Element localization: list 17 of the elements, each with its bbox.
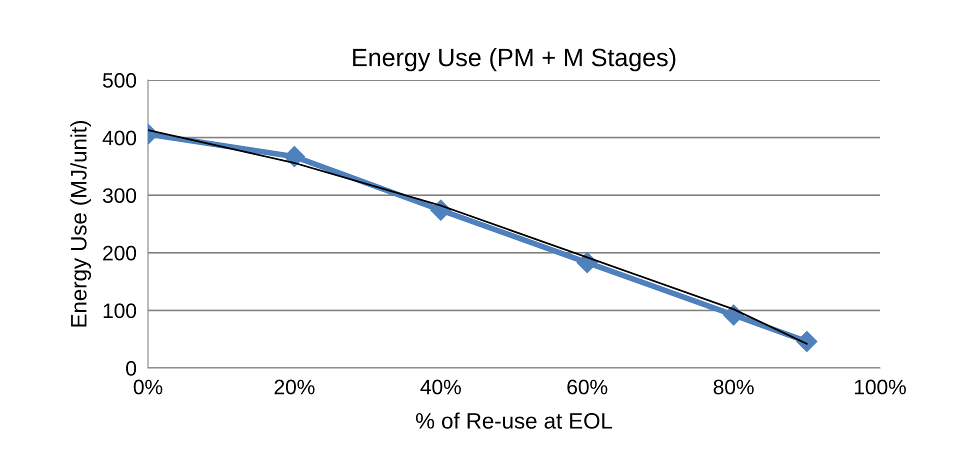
- x-tick-label: 100%: [854, 380, 906, 394]
- y-axis-title: Energy Use (MJ/unit): [70, 121, 92, 327]
- x-tick-label: 20%: [274, 380, 315, 394]
- y-tick-label: 200: [103, 246, 136, 261]
- x-tick-label: 0%: [134, 380, 162, 394]
- x-tick-label: 40%: [420, 380, 461, 394]
- y-tick-label: 500: [102, 73, 136, 88]
- x-tick-label: 60%: [567, 380, 608, 394]
- point: [284, 146, 305, 168]
- y-tick-label: 0: [126, 361, 136, 376]
- x-tick-label: 80%: [714, 380, 754, 394]
- x-axis-title: % of Re-use at EOL: [416, 412, 612, 429]
- chart-title: Energy Use (PM + M Stages): [353, 48, 676, 72]
- y-tick-label: 300: [102, 188, 136, 203]
- y-tick-label: 400: [102, 130, 136, 146]
- point: [796, 330, 818, 352]
- y-tick-label: 100: [104, 303, 136, 318]
